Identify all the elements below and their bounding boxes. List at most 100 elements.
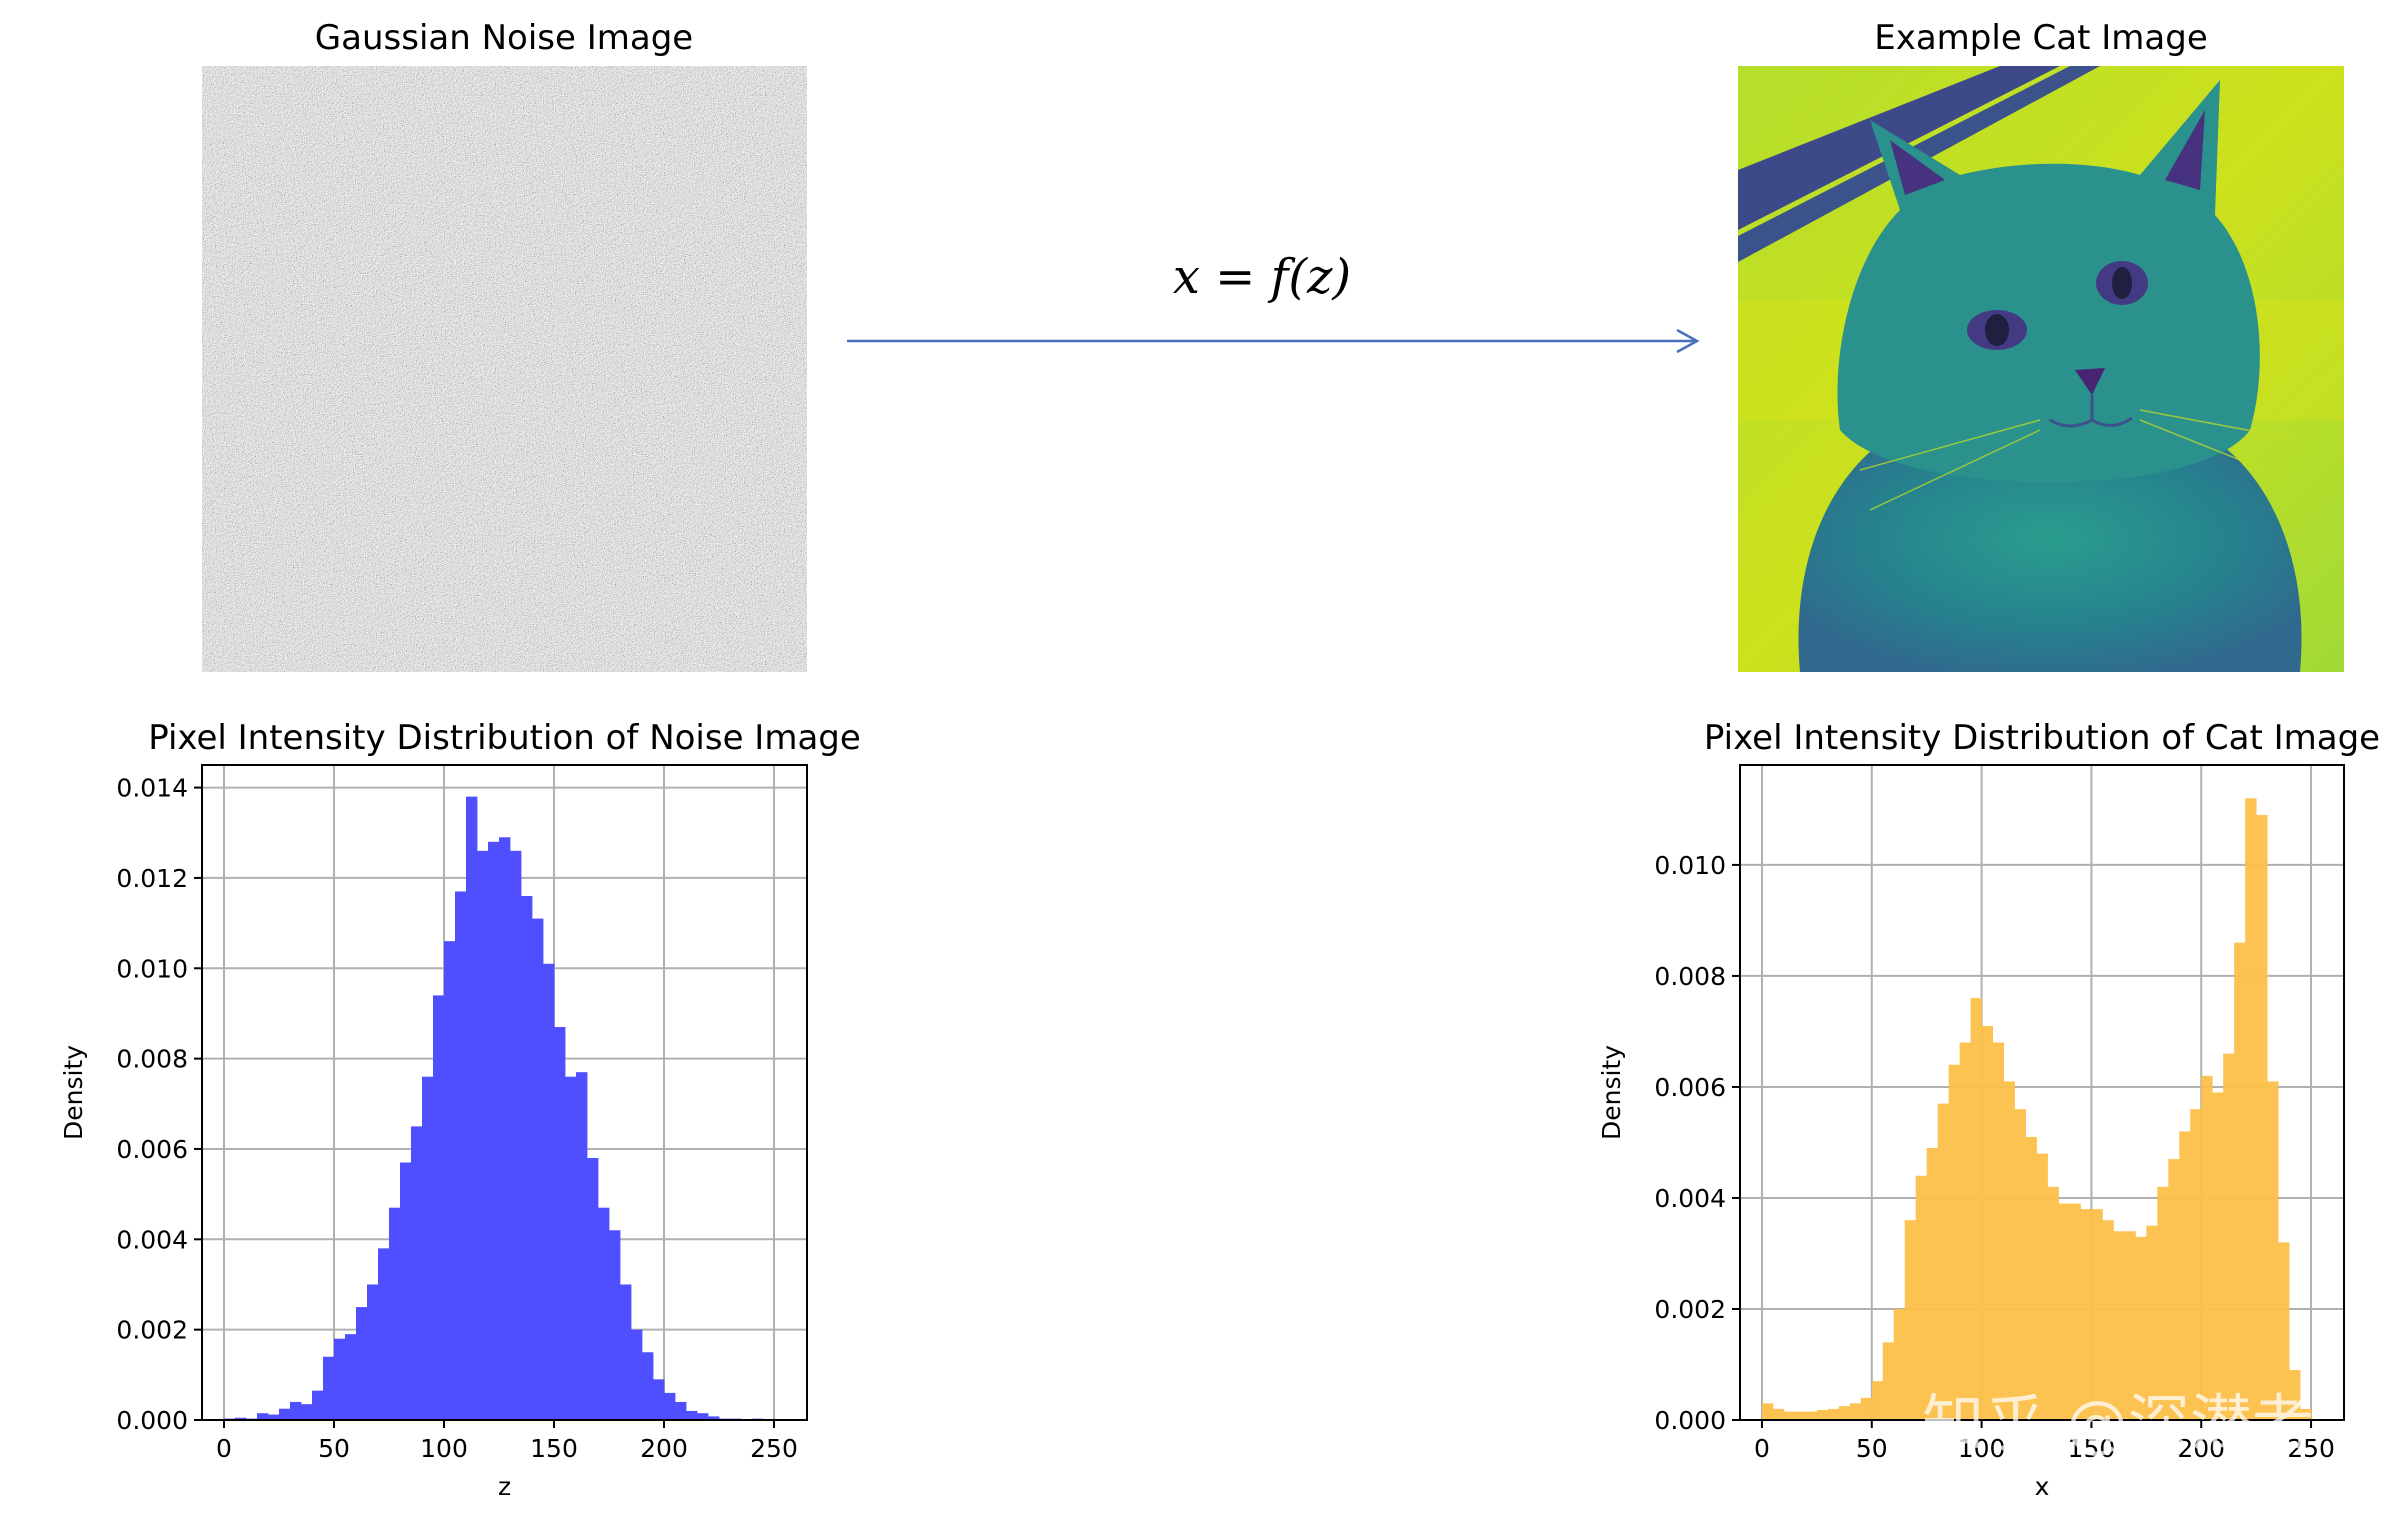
cat-hist-bar	[2113, 1231, 2125, 1420]
noise-hist-bar	[345, 1334, 357, 1420]
cat-hist-bar	[1871, 1381, 1884, 1420]
cat-hist-bar	[1981, 1025, 1993, 1420]
cat-hist-bar	[2212, 1092, 2224, 1420]
cat-hist-bar	[2080, 1209, 2092, 1420]
cat-hist-bar	[2267, 1081, 2279, 1420]
cat-hist-bar	[1794, 1411, 1807, 1420]
cat-hist-bar	[1849, 1403, 1862, 1420]
cat-y-tick-label: 0.008	[1654, 962, 1726, 991]
cat-hist-bar	[2124, 1231, 2136, 1420]
cat-hist-bar	[1948, 1064, 1961, 1420]
cat-hist-bar	[1860, 1397, 1873, 1420]
noise-hist-bar	[257, 1413, 269, 1420]
cat-hist-bar	[1926, 1148, 1939, 1420]
cat-hist-bar	[2256, 814, 2268, 1420]
cat-x-tick-label: 250	[2287, 1434, 2335, 1463]
noise-hist-bar	[499, 837, 511, 1420]
noise-hist-bar	[444, 941, 456, 1420]
cat-hist-bar	[2179, 1131, 2191, 1420]
noise-histogram-title: Pixel Intensity Distribution of Noise Im…	[148, 718, 861, 758]
cat-hist-bar	[1915, 1175, 1928, 1420]
noise-hist-bar	[301, 1404, 313, 1420]
noise-hist-bar	[620, 1284, 632, 1420]
noise-plot-frame	[201, 764, 808, 1421]
cat-hist-bar	[2223, 1053, 2235, 1420]
cat-hist-bar	[2289, 1370, 2301, 1420]
cat-y-tick-label: 0.002	[1654, 1295, 1726, 1324]
cat-image-title: Example Cat Image	[1874, 18, 2208, 58]
cat-y-axis-label: Density	[1597, 1045, 1626, 1140]
cat-hist-bar	[2003, 1081, 2015, 1420]
noise-hist-bar	[356, 1307, 368, 1420]
noise-hist-bar	[367, 1284, 379, 1420]
cat-hist-bar	[1904, 1220, 1917, 1420]
noise-hist-bar	[290, 1401, 302, 1420]
cat-hist-bar	[2245, 798, 2257, 1420]
noise-hist-bar	[565, 1076, 577, 1420]
noise-hist-bar	[235, 1417, 247, 1420]
cat-image	[1738, 66, 2344, 672]
noise-image	[202, 66, 807, 672]
noise-histogram: 0 50 100 150 200 250 0.000 0.002 0.004 0.006 0.008…	[59, 718, 861, 1501]
mapping-arrow-head	[1676, 328, 1700, 354]
noise-hist-bar	[543, 963, 555, 1420]
cat-hist-bar	[1761, 1403, 1774, 1420]
noise-hist-bar	[697, 1413, 709, 1420]
noise-x-tick-label: 250	[750, 1434, 798, 1463]
noise-hist-bar	[532, 918, 544, 1420]
cat-hist-bar	[1970, 998, 1982, 1420]
noise-x-axis-label: z	[498, 1472, 511, 1501]
noise-y-tick-label: 0.010	[116, 954, 188, 983]
noise-hist-bar	[433, 995, 445, 1420]
cat-hist-bar	[2168, 1159, 2180, 1420]
noise-hist-bar	[323, 1356, 335, 1420]
cat-x-axis-label: x	[2035, 1472, 2050, 1501]
noise-hist-bar	[411, 1126, 423, 1420]
noise-hist-bar	[268, 1414, 280, 1420]
cat-hist-bar	[1959, 1042, 1972, 1420]
cat-hist-bar	[2091, 1209, 2103, 1420]
noise-y-tick-label: 0.002	[116, 1316, 188, 1345]
noise-y-tick-label: 0.012	[116, 864, 188, 893]
cat-x-tick-label: 0	[1754, 1434, 1770, 1463]
noise-x-tick-label: 200	[640, 1434, 688, 1463]
noise-hist-bar	[488, 841, 500, 1420]
cat-image-panel: Example Cat Image	[1738, 18, 2344, 672]
noise-y-tick-label: 0.014	[116, 774, 188, 803]
cat-hist-bar	[1805, 1411, 1818, 1420]
cat-y-tick-label: 0.000	[1654, 1406, 1726, 1435]
noise-image-title: Gaussian Noise Image	[315, 18, 693, 58]
cat-hist-bar	[2025, 1136, 2037, 1420]
cat-y-tick-label: 0.004	[1654, 1184, 1726, 1213]
noise-image-panel: Gaussian Noise Image	[202, 18, 807, 672]
mapping-formula: x = f(z)	[1173, 249, 1351, 305]
cat-hist-bar	[2047, 1186, 2059, 1420]
noise-hist-bar	[664, 1392, 676, 1420]
cat-y-tick-label: 0.006	[1654, 1073, 1726, 1102]
cat-x-tick-label: 100	[1958, 1434, 2006, 1463]
noise-hist-bar	[466, 796, 478, 1420]
noise-hist-bar	[400, 1162, 412, 1420]
cat-hist-bar	[1827, 1408, 1840, 1420]
cat-y-tick-label: 0.010	[1654, 851, 1726, 880]
cat-hist-bar	[2058, 1203, 2070, 1420]
noise-hist-bar	[455, 891, 467, 1420]
noise-y-axis-label: Density	[59, 1045, 88, 1140]
noise-x-tick-label: 50	[318, 1434, 350, 1463]
cat-hist-bar	[2135, 1236, 2147, 1420]
noise-x-tick-label: 150	[530, 1434, 578, 1463]
cat-hist-bar	[2234, 942, 2246, 1420]
noise-hist-bar	[510, 850, 522, 1420]
cat-histogram: 0 50 100 150 200 250 0.000 0.002 0.004 0.006 0.008…	[1597, 718, 2380, 1501]
cat-x-tick-label: 200	[2177, 1434, 2225, 1463]
noise-hist-bar	[334, 1338, 346, 1420]
noise-x-tick-label: 100	[420, 1434, 468, 1463]
cat-hist-bar	[1838, 1406, 1851, 1420]
noise-hist-bar	[521, 896, 533, 1420]
cat-hist-bar	[2102, 1220, 2114, 1420]
cat-hist-bar	[2300, 1408, 2312, 1420]
cat-hist-bar	[1816, 1410, 1829, 1420]
cat-hist-bar	[1772, 1408, 1785, 1420]
cat-hist-bar	[2278, 1242, 2290, 1420]
